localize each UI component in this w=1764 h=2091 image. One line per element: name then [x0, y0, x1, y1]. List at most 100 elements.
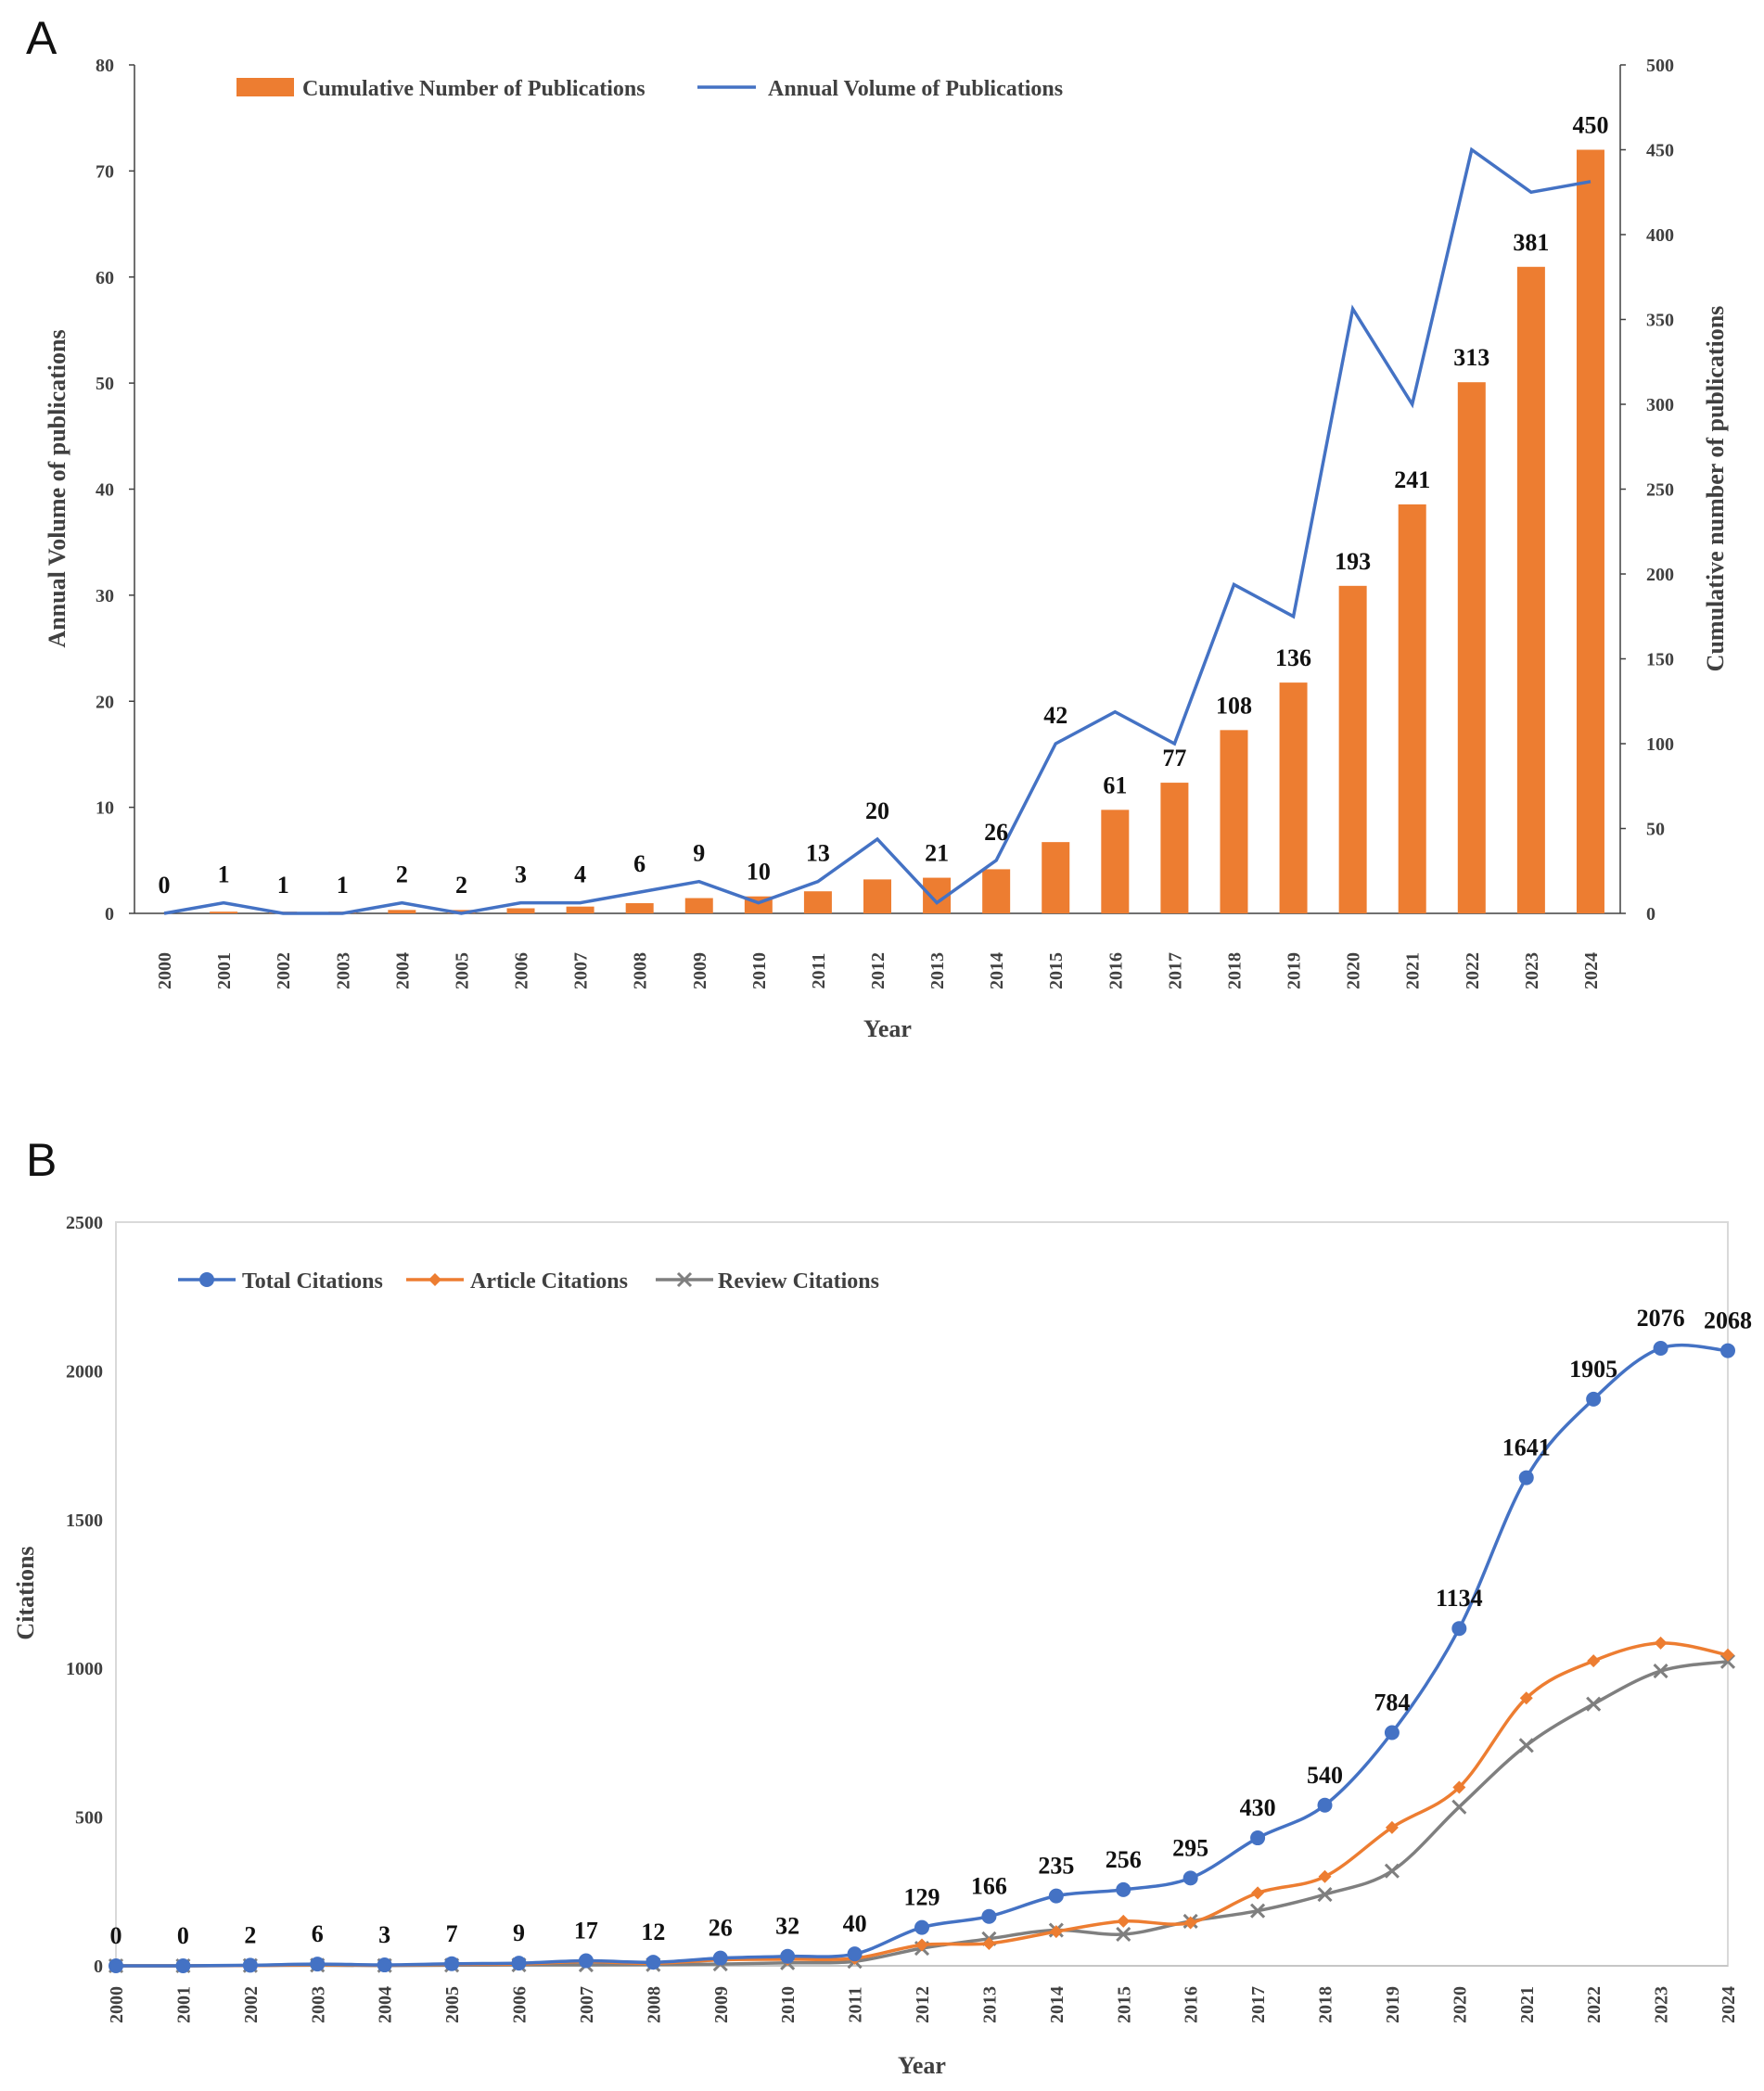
- x-tick-label: 2017: [1248, 1986, 1269, 2023]
- bar-data-label: 10: [747, 859, 771, 886]
- x-tick-label: 2010: [749, 952, 770, 989]
- x-tick-label: 2005: [442, 1986, 463, 2023]
- x-tick-label: 2013: [927, 952, 948, 989]
- legend-review-citations-label: Review Citations: [718, 1269, 879, 1294]
- total-citations-point: [1048, 1888, 1064, 1904]
- total-citations-point: [511, 1956, 527, 1971]
- bar-data-label: 42: [1043, 702, 1067, 729]
- total-citations-point: [646, 1955, 661, 1970]
- bar-data-label: 3: [515, 861, 527, 888]
- bar-data-label: 9: [693, 840, 705, 867]
- x-tick-label: 2024: [1719, 1986, 1739, 2023]
- total-citations-point: [1116, 1881, 1131, 1897]
- review-citations-point: [1518, 1738, 1534, 1753]
- bar-data-label: 2: [396, 861, 408, 888]
- x-tick-label: 2006: [510, 1986, 530, 2023]
- article-citations-point: [1519, 1691, 1533, 1705]
- x-tick-label: 2009: [690, 952, 710, 989]
- x-tick-label: 2016: [1182, 1986, 1202, 2023]
- total-citations-point: [578, 1953, 594, 1969]
- article-citations-line: [115, 1641, 1729, 1968]
- y-tick-label: 80: [96, 56, 114, 76]
- y-tick-label: 2500: [66, 1213, 103, 1233]
- bar-data-label: 20: [865, 797, 889, 824]
- total-data-label: 1641: [1502, 1434, 1551, 1461]
- total-data-label: 235: [1038, 1853, 1074, 1880]
- x-tick-label: 2014: [987, 952, 1007, 989]
- total-data-label: 26: [709, 1915, 733, 1942]
- y2-tick-label: 100: [1646, 734, 1674, 755]
- bar-data-label: 1: [218, 861, 230, 888]
- total-data-label: 1134: [1436, 1585, 1483, 1612]
- review-citations-point: [1116, 1926, 1131, 1943]
- total-citations-point: [712, 1950, 728, 1966]
- total-citations-point: [377, 1957, 392, 1973]
- legend-article-citations-marker: [428, 1273, 441, 1286]
- total-data-label: 784: [1374, 1689, 1410, 1715]
- review-citations-point: [1250, 1903, 1266, 1919]
- total-data-label: 7: [446, 1920, 458, 1947]
- x-tick-label: 2019: [1383, 1986, 1403, 2023]
- bar-data-label: 61: [1103, 771, 1127, 798]
- bar-data-label: 108: [1216, 692, 1252, 719]
- legend-total-citations-label: Total Citations: [242, 1269, 383, 1294]
- bar-data-label: 1: [277, 872, 289, 899]
- y-tick-label: 2000: [66, 1361, 103, 1382]
- cumulative-bar: [566, 906, 594, 913]
- total-citations-point: [1586, 1391, 1602, 1407]
- total-data-label: 9: [513, 1919, 525, 1946]
- x-tick-label: 2001: [173, 1986, 194, 2023]
- article-citations-point: [1721, 1648, 1734, 1662]
- panel-a-letter: A: [26, 12, 58, 64]
- x-tick-label: 2024: [1581, 952, 1602, 989]
- article-citations-point: [1318, 1869, 1332, 1883]
- x-tick-label: 2003: [333, 952, 353, 989]
- cumulative-bar: [863, 879, 891, 913]
- total-data-label: 12: [641, 1919, 665, 1945]
- x-tick-label: 2021: [1403, 952, 1424, 989]
- article-citations-point: [1587, 1654, 1601, 1668]
- cumulative-bar: [982, 869, 1011, 913]
- total-data-label: 40: [843, 1910, 867, 1937]
- total-citations-point: [1317, 1797, 1333, 1813]
- x-tick-label: 2015: [1046, 952, 1067, 989]
- cumulative-bar: [625, 903, 654, 913]
- x-tick-label: 2003: [308, 1986, 328, 2023]
- chart-a: 0102030405060708005010015020025030035040…: [44, 56, 1729, 1042]
- review-citations-point: [1451, 1799, 1467, 1815]
- x-tick-label: 2023: [1652, 1986, 1672, 2023]
- annual-volume-line: [163, 147, 1591, 915]
- total-citations-point: [1518, 1470, 1534, 1485]
- total-data-label: 129: [904, 1884, 940, 1911]
- legend-line-label: Annual Volume of Publications: [768, 77, 1063, 101]
- review-citations-point: [1384, 1863, 1400, 1879]
- review-citations-point: [1653, 1664, 1668, 1679]
- cumulative-bar: [1101, 810, 1130, 913]
- y-axis-title: Annual Volume of publications: [44, 329, 70, 647]
- bar-data-label: 26: [984, 819, 1008, 846]
- article-citations-point: [1654, 1636, 1668, 1650]
- bar-data-label: 2: [455, 872, 467, 899]
- cumulative-bar: [388, 910, 416, 913]
- bar-data-label: 6: [633, 850, 646, 877]
- x-tick-label: 2008: [631, 952, 651, 989]
- y2-axis-title: Cumulative number of publications: [1702, 306, 1729, 672]
- article-citations-point: [1049, 1925, 1063, 1939]
- y-tick-label: 10: [96, 798, 114, 819]
- y-tick-label: 0: [105, 904, 114, 924]
- y-axis-title: Citations: [12, 1546, 39, 1639]
- legend-bar-label: Cumulative Number of Publications: [302, 77, 646, 101]
- y2-tick-label: 400: [1646, 225, 1674, 246]
- cumulative-bar: [684, 898, 713, 913]
- y-tick-label: 40: [96, 480, 114, 501]
- cumulative-bar: [1042, 842, 1070, 913]
- panel-b-letter: B: [26, 1134, 57, 1186]
- x-tick-label: 2007: [571, 952, 592, 989]
- cumulative-bar: [1220, 730, 1248, 913]
- total-data-label: 6: [312, 1920, 324, 1947]
- x-tick-label: 2000: [107, 1986, 127, 2023]
- total-citations-point: [1250, 1830, 1266, 1846]
- x-tick-label: 2012: [913, 1986, 933, 2023]
- y-tick-label: 70: [96, 161, 114, 182]
